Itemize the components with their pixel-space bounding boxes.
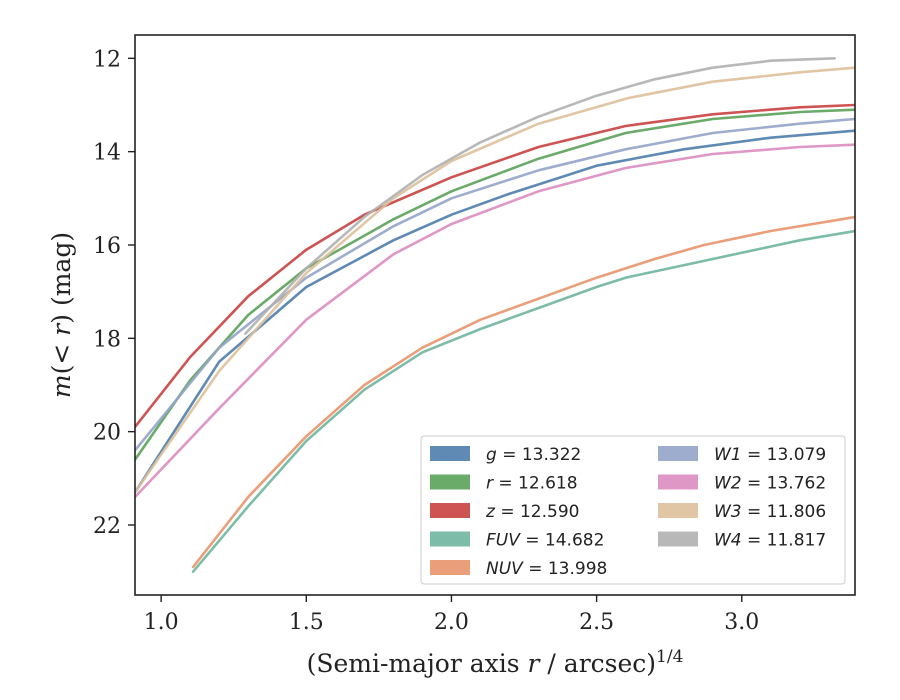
legend-swatch <box>430 446 470 461</box>
y-tick-label: 14 <box>93 141 121 166</box>
x-tick-label: 2.0 <box>434 610 469 635</box>
legend-entry-label: W2 = 13.762 <box>714 474 826 494</box>
legend: g = 13.322 r = 12.618 z = 12.590 FUV = 14.6… <box>420 435 846 585</box>
legend-swatch <box>658 503 698 518</box>
y-axis-label: m(< r) (mag) <box>47 232 76 398</box>
series-line-3 <box>191 229 855 574</box>
legend-entry-label: z = 12.590 <box>485 502 579 522</box>
y-tick-label: 22 <box>93 514 121 539</box>
legend-entry-label: W4 = 11.817 <box>714 531 826 551</box>
legend-entry-label: W1 = 13.079 <box>714 445 826 465</box>
legend-entry-label: FUV = 14.682 <box>486 531 604 551</box>
legend-swatch <box>430 503 470 518</box>
plot-frame <box>134 34 856 596</box>
legend-swatch <box>658 531 698 547</box>
x-tick-label: 1.0 <box>144 610 179 635</box>
y-tick-label: 18 <box>93 327 121 352</box>
legend-swatch <box>658 474 698 490</box>
series-line-6 <box>135 143 855 499</box>
x-tick-label: 1.5 <box>289 610 324 635</box>
series-line-7 <box>135 66 855 494</box>
y-tick-label: 16 <box>93 234 121 259</box>
legend-entry-label: W3 = 11.806 <box>714 502 826 522</box>
legend-entry-label: g = 13.322 <box>486 445 581 465</box>
x-axis-ticks: 1.0 1.5 2.0 2.5 3.0 <box>144 595 759 635</box>
legend-swatch <box>658 446 698 461</box>
series-line-8 <box>244 56 837 336</box>
legend-swatch <box>430 560 470 575</box>
series-line-2 <box>135 103 855 429</box>
series-line-1 <box>135 108 855 462</box>
legend-box <box>420 435 846 585</box>
series-line-0 <box>135 129 855 494</box>
series-line-5 <box>135 117 855 452</box>
series-line-4 <box>191 215 855 569</box>
legend-swatch <box>430 474 470 490</box>
x-axis-label: (Semi-major axis r / arcsec)1/4 <box>307 647 684 678</box>
x-tick-label: 3.0 <box>724 610 759 635</box>
series-layer <box>135 56 855 574</box>
legend-entry-label: r = 12.618 <box>486 474 578 494</box>
y-tick-label: 20 <box>93 421 121 446</box>
y-axis-ticks: 12 14 16 18 20 22 <box>93 47 135 539</box>
y-tick-label: 12 <box>93 47 121 72</box>
legend-entry-label: NUV = 13.998 <box>486 559 607 579</box>
legend-swatch <box>430 531 470 547</box>
x-tick-label: 2.5 <box>579 610 614 635</box>
